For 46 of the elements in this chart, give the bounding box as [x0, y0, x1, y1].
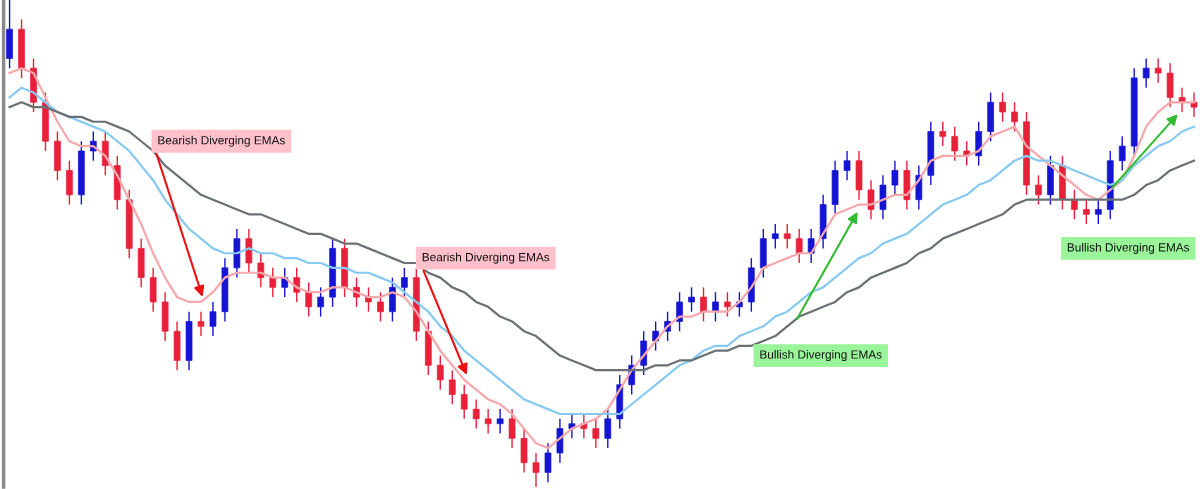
candlestick: [783, 223, 791, 250]
candlestick: [1142, 57, 1150, 89]
candlestick: [197, 311, 205, 337]
candlestick: [604, 408, 612, 449]
candlestick: [448, 369, 456, 405]
candlestick: [795, 228, 803, 264]
candlestick: [544, 442, 552, 483]
candlestick: [472, 398, 480, 430]
candlestick: [508, 408, 516, 449]
candlestick: [688, 286, 695, 313]
candlestick: [257, 252, 265, 289]
candlestick: [269, 267, 277, 298]
candlestick: [209, 301, 217, 337]
candlestick: [724, 291, 731, 318]
candlestick: [460, 384, 468, 420]
candlestick: [1154, 57, 1162, 84]
candlestick: [951, 125, 959, 162]
annotation: Bullish Diverging EMAs: [1067, 242, 1190, 254]
candlestick: [317, 286, 324, 318]
candlestick: [712, 291, 719, 323]
candlestick: [1094, 198, 1102, 225]
candlestick: [1071, 189, 1078, 220]
candlestick: [891, 160, 899, 196]
candlestick: [1011, 101, 1018, 133]
candlestick: [484, 408, 492, 435]
candlestick: [1035, 174, 1042, 206]
annotation: Bullish Diverging EMAs: [760, 350, 882, 362]
candlestick: [771, 223, 779, 250]
candlestick: [305, 281, 313, 318]
candlestick: [532, 452, 540, 488]
annotation: Bearish Diverging EMAs: [158, 135, 285, 147]
candlestick: [377, 291, 384, 323]
candlestick: [939, 121, 947, 147]
candlestick: [496, 408, 504, 435]
candlestick: [436, 354, 444, 391]
candlestick: [365, 286, 372, 313]
candlestick: [1083, 198, 1090, 225]
candlestick: [867, 179, 875, 220]
candlestick: [1118, 135, 1126, 172]
candlestick: [401, 267, 408, 298]
annotation: Bearish Diverging EMAs: [422, 252, 550, 264]
candlestick: [1190, 91, 1198, 118]
candlestick: [700, 286, 707, 323]
candlestick: [592, 418, 600, 449]
candlestick: [999, 91, 1006, 123]
candlestick: [843, 150, 851, 181]
